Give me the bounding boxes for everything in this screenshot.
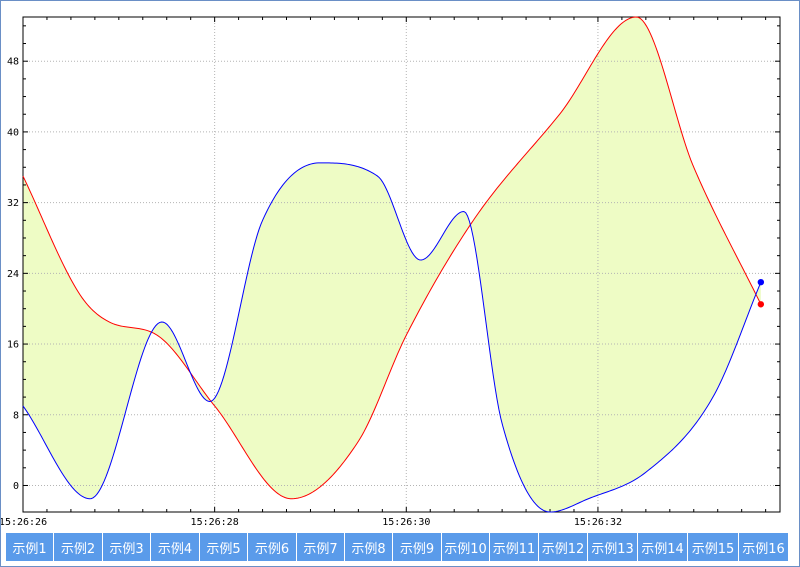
plot-area: 0 8 16 24 32 40 48 15:26:26 15:26:28 15:26:30 15:2… <box>1 16 781 528</box>
tab-example-10[interactable]: 示例10 <box>442 533 490 561</box>
y-tick-label: 32 <box>7 198 19 209</box>
tab-example-15[interactable]: 示例15 <box>688 533 739 561</box>
tab-example-1[interactable]: 示例1 <box>6 533 54 561</box>
series-endpoint-2 <box>757 278 765 286</box>
series-line-2 <box>22 162 762 513</box>
y-tick-label: 0 <box>13 481 19 492</box>
tab-example-12[interactable]: 示例12 <box>539 533 588 561</box>
series-line-1 <box>22 16 762 500</box>
fill-between-area <box>23 17 761 513</box>
tab-example-16[interactable]: 示例16 <box>739 533 789 561</box>
y-tick-label: 16 <box>7 340 19 351</box>
y-tick-label: 24 <box>7 269 19 280</box>
series-endpoint-1 <box>757 301 765 308</box>
x-tick-label: 15:26:26 <box>1 517 47 528</box>
tab-example-4[interactable]: 示例4 <box>151 533 200 561</box>
x-tick-label: 15:26:30 <box>382 517 430 528</box>
tab-example-2[interactable]: 示例2 <box>54 533 103 561</box>
tab-example-6[interactable]: 示例6 <box>248 533 297 561</box>
tab-example-13[interactable]: 示例13 <box>588 533 638 561</box>
y-tick-label: 8 <box>13 410 19 421</box>
tab-example-9[interactable]: 示例9 <box>393 533 442 561</box>
plot-frame <box>22 16 781 513</box>
x-tick-label: 15:26:32 <box>574 517 622 528</box>
tab-example-8[interactable]: 示例8 <box>345 533 393 561</box>
example-tab-bar: 示例1 示例2 示例3 示例4 示例5 示例6 示例7 示例8 示例9 示例10 示例11 示例12 示… <box>6 533 789 561</box>
tab-example-14[interactable]: 示例14 <box>638 533 688 561</box>
tab-example-11[interactable]: 示例11 <box>490 533 539 561</box>
x-tick-label: 15:26:28 <box>191 517 239 528</box>
y-tick-label: 40 <box>7 127 19 138</box>
tab-example-3[interactable]: 示例3 <box>103 533 151 561</box>
tab-example-5[interactable]: 示例5 <box>200 533 248 561</box>
y-tick-label: 48 <box>7 57 19 68</box>
tab-example-7[interactable]: 示例7 <box>297 533 345 561</box>
